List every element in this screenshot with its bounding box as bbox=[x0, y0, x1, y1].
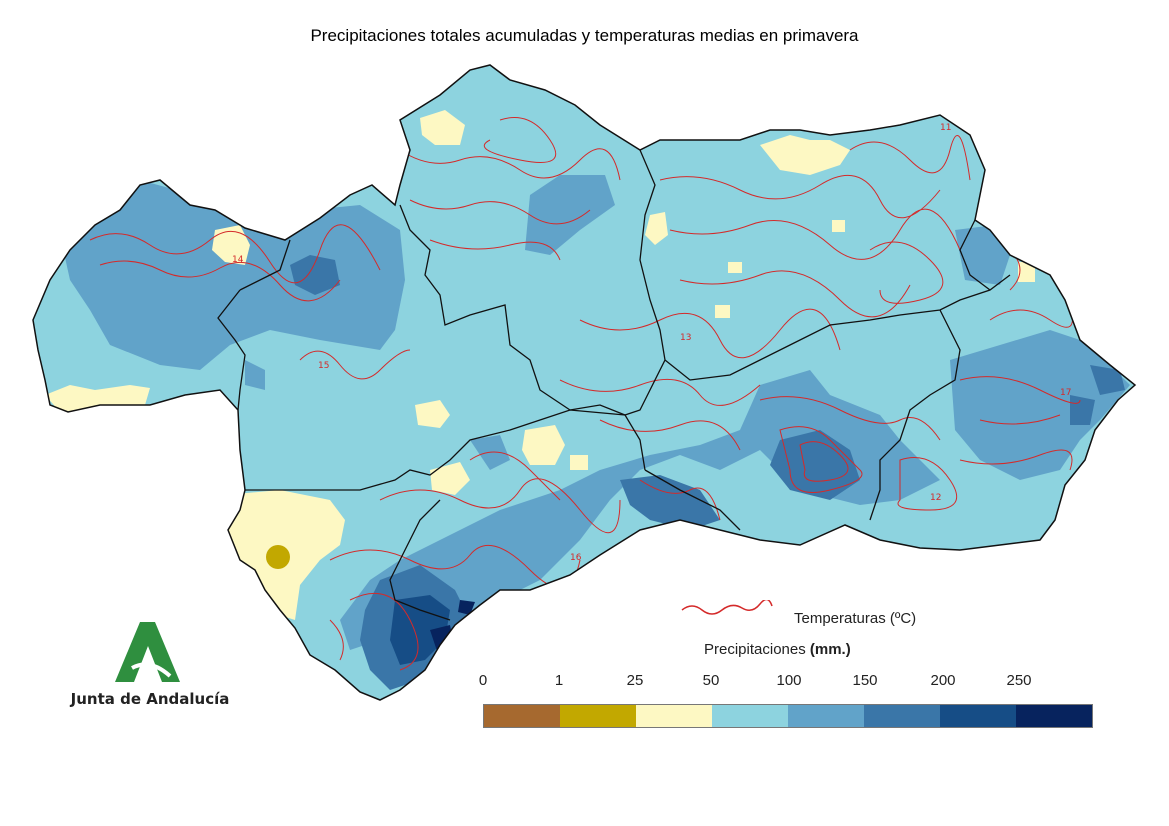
junta-de-andalucia-logo: Junta de Andalucía bbox=[70, 618, 230, 718]
legend-tick: 50 bbox=[702, 672, 720, 689]
legend-swatch bbox=[940, 705, 1016, 727]
isotherm-label: 17 bbox=[1060, 388, 1071, 398]
andalucia-logo-icon bbox=[115, 622, 180, 682]
isotherm-label: 14 bbox=[232, 255, 244, 265]
isotherm-label: 16 bbox=[570, 553, 582, 563]
map-title: Precipitaciones totales acumuladas y tem… bbox=[310, 26, 859, 45]
precipitation-color-bar bbox=[483, 704, 1093, 728]
legend-swatch bbox=[1016, 705, 1092, 727]
precipitation-legend-ticks: 0 1 25 50 100 150 200 250 bbox=[479, 672, 1103, 692]
precip-class-200-250 bbox=[390, 595, 450, 665]
temperature-legend-line bbox=[681, 600, 773, 615]
legend-swatch bbox=[712, 705, 788, 727]
legend-swatch bbox=[560, 705, 636, 727]
legend-swatch bbox=[864, 705, 940, 727]
legend-tick: 25 bbox=[626, 672, 644, 689]
legend-tick: 250 bbox=[1006, 672, 1032, 689]
precip-class-1-25 bbox=[266, 545, 290, 569]
legend-swatch bbox=[636, 705, 712, 727]
isotherm-label: 15 bbox=[318, 361, 329, 371]
precipitation-legend-unit: (mm.) bbox=[809, 641, 851, 658]
legend-tick: 150 bbox=[852, 672, 878, 689]
legend-swatch bbox=[484, 705, 560, 727]
legend-swatch bbox=[788, 705, 864, 727]
precipitation-legend-name: Precipitaciones bbox=[704, 641, 806, 658]
legend-tick: 0 bbox=[478, 672, 488, 689]
province-borders bbox=[217, 149, 1011, 621]
legend-tick: 100 bbox=[776, 672, 802, 689]
logo-text: Junta de Andalucía bbox=[70, 690, 230, 708]
isotherm-label: 13 bbox=[680, 333, 691, 343]
temperature-legend-label: Temperaturas (ºC) bbox=[794, 610, 917, 627]
isotherm-label: 12 bbox=[930, 493, 941, 503]
isotherm-labels: 14 15 16 12 13 17 11 bbox=[232, 123, 1071, 563]
legend-tick: 1 bbox=[554, 672, 564, 689]
precipitation-legend-title: Precipitaciones (mm.) bbox=[704, 641, 851, 658]
legend-tick: 200 bbox=[930, 672, 956, 689]
isotherm-label: 11 bbox=[940, 123, 951, 133]
